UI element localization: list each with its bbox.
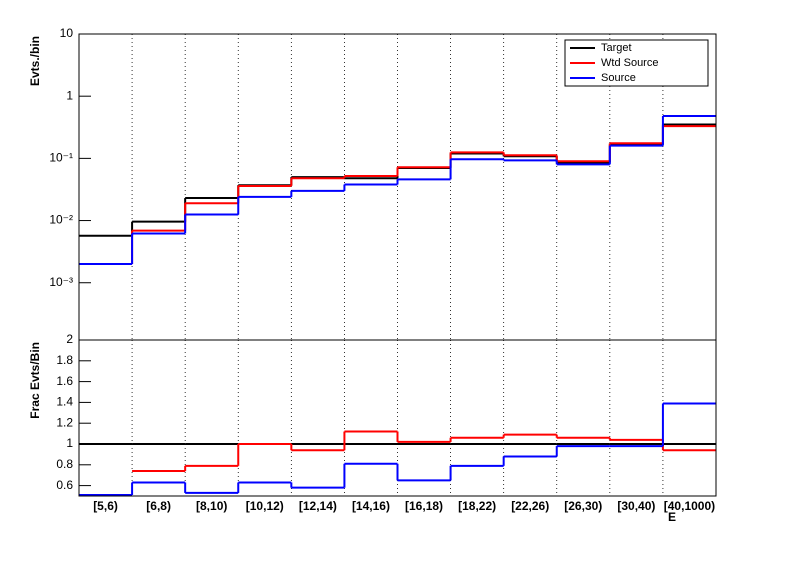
y-tick-label: 1 bbox=[66, 436, 73, 450]
y-tick-label: 1.4 bbox=[56, 395, 73, 409]
legend-label: Source bbox=[601, 72, 636, 84]
x-tick-label: [26,30) bbox=[564, 499, 602, 513]
plot-frame bbox=[78, 339, 717, 497]
y-tick-label: 1.2 bbox=[56, 415, 73, 429]
y-tick-label: 1 bbox=[66, 88, 73, 102]
x-tick-label: [18,22) bbox=[458, 499, 496, 513]
x-tick-label: [40,1000) bbox=[664, 499, 715, 513]
y-tick-label: 10 bbox=[60, 26, 74, 40]
x-tick-label: [6,8) bbox=[146, 499, 171, 513]
x-tick-label: [30,40) bbox=[617, 499, 655, 513]
x-tick-label: [16,18) bbox=[405, 499, 443, 513]
y-tick-label: 0.6 bbox=[56, 478, 73, 492]
y-tick-label: 10⁻³ bbox=[49, 275, 73, 289]
x-tick-label: [12,14) bbox=[299, 499, 337, 513]
x-tick-label: [8,10) bbox=[196, 499, 227, 513]
x-tick-label: [22,26) bbox=[511, 499, 549, 513]
y-tick-label: 2 bbox=[66, 332, 73, 346]
x-axis-label: E bbox=[668, 510, 676, 524]
legend-label: Wtd Source bbox=[601, 57, 658, 69]
legend-label: Target bbox=[601, 42, 632, 54]
y-axis-label: Evts./bin bbox=[28, 36, 42, 86]
y-tick-label: 1.6 bbox=[56, 374, 73, 388]
y-tick-label: 10⁻¹ bbox=[49, 151, 73, 165]
x-tick-label: [10,12) bbox=[246, 499, 284, 513]
y-tick-label: 10⁻² bbox=[49, 213, 73, 227]
x-tick-label: [5,6) bbox=[93, 499, 118, 513]
y-tick-label: 0.8 bbox=[56, 457, 73, 471]
x-tick-label: [14,16) bbox=[352, 499, 390, 513]
y-tick-label: 1.8 bbox=[56, 353, 73, 367]
y-axis-label: Frac Evts/Bin bbox=[28, 342, 42, 419]
